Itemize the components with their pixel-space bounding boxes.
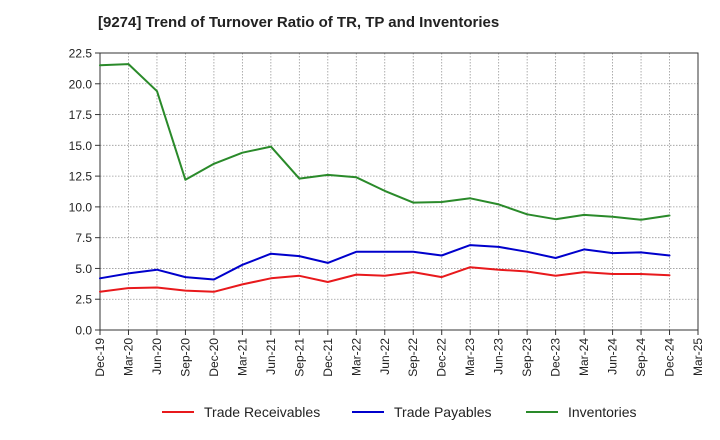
- y-tick-label: 17.5: [69, 108, 93, 122]
- x-tick-label: Mar-25: [691, 338, 705, 376]
- legend-item-inventories: Inventories: [526, 404, 636, 420]
- y-tick-label: 12.5: [69, 170, 93, 184]
- x-tick-label: Sep-20: [178, 338, 192, 377]
- y-tick-label: 22.5: [69, 47, 93, 61]
- legend-swatch-inventories: [526, 411, 558, 413]
- legend: Trade Receivables Trade Payables Invento…: [0, 404, 720, 426]
- x-tick-label: Mar-24: [577, 338, 591, 376]
- legend-label-trade-payables: Trade Payables: [394, 404, 492, 420]
- x-tick-label: Mar-21: [235, 338, 249, 376]
- plot-frame: [99, 52, 699, 331]
- series-layer: [99, 63, 671, 293]
- x-tick-label: Jun-23: [492, 338, 506, 375]
- legend-swatch-trade-receivables: [162, 411, 194, 413]
- y-tick-label: 15.0: [69, 139, 93, 153]
- chart-title: [9274] Trend of Turnover Ratio of TR, TP…: [98, 14, 500, 31]
- x-tick-label: Dec-22: [435, 338, 449, 377]
- x-tick-label: Sep-24: [634, 338, 648, 377]
- grid-layer: [99, 52, 699, 331]
- legend-item-trade-payables: Trade Payables: [352, 404, 492, 420]
- x-tick-label: Sep-21: [292, 338, 306, 377]
- x-tick-label: Dec-23: [549, 338, 563, 377]
- legend-label-trade-receivables: Trade Receivables: [204, 404, 321, 420]
- legend-label-inventories: Inventories: [568, 404, 637, 420]
- x-tick-label: Mar-23: [463, 338, 477, 376]
- series-line-trade-payables: [99, 244, 671, 281]
- legend-item-trade-receivables: Trade Receivables: [162, 404, 320, 420]
- x-tick-label: Dec-19: [93, 338, 107, 377]
- y-tick-label: 5.0: [75, 262, 92, 276]
- y-tick-label: 10.0: [69, 200, 93, 214]
- x-tick-label: Jun-22: [378, 338, 392, 375]
- x-tick-label: Mar-22: [349, 338, 363, 376]
- x-tick-label: Dec-20: [207, 338, 221, 377]
- y-tick-label: 7.5: [75, 231, 92, 245]
- x-tick-label: Jun-20: [150, 338, 164, 375]
- x-tick-label: Jun-21: [264, 338, 278, 375]
- y-tick-label: 20.0: [69, 77, 93, 91]
- series-line-trade-receivables: [99, 266, 671, 293]
- x-tick-label: Sep-22: [406, 338, 420, 377]
- x-tick-label: Dec-24: [663, 338, 677, 377]
- axis-layer: 0.0 2.5 5.0 7.5 10.0 12.5 15.0 17.5 20.0 22.5 Dec-…: [69, 47, 705, 377]
- x-tick-label: Mar-20: [121, 338, 135, 376]
- y-tick-label: 0.0: [75, 324, 92, 338]
- x-tick-label: Sep-23: [520, 338, 534, 377]
- x-tick-label: Jun-24: [606, 338, 620, 375]
- series-line-inventories: [99, 63, 671, 221]
- y-tick-label: 2.5: [75, 293, 92, 307]
- legend-swatch-trade-payables: [352, 411, 384, 413]
- x-tick-label: Dec-21: [321, 338, 335, 377]
